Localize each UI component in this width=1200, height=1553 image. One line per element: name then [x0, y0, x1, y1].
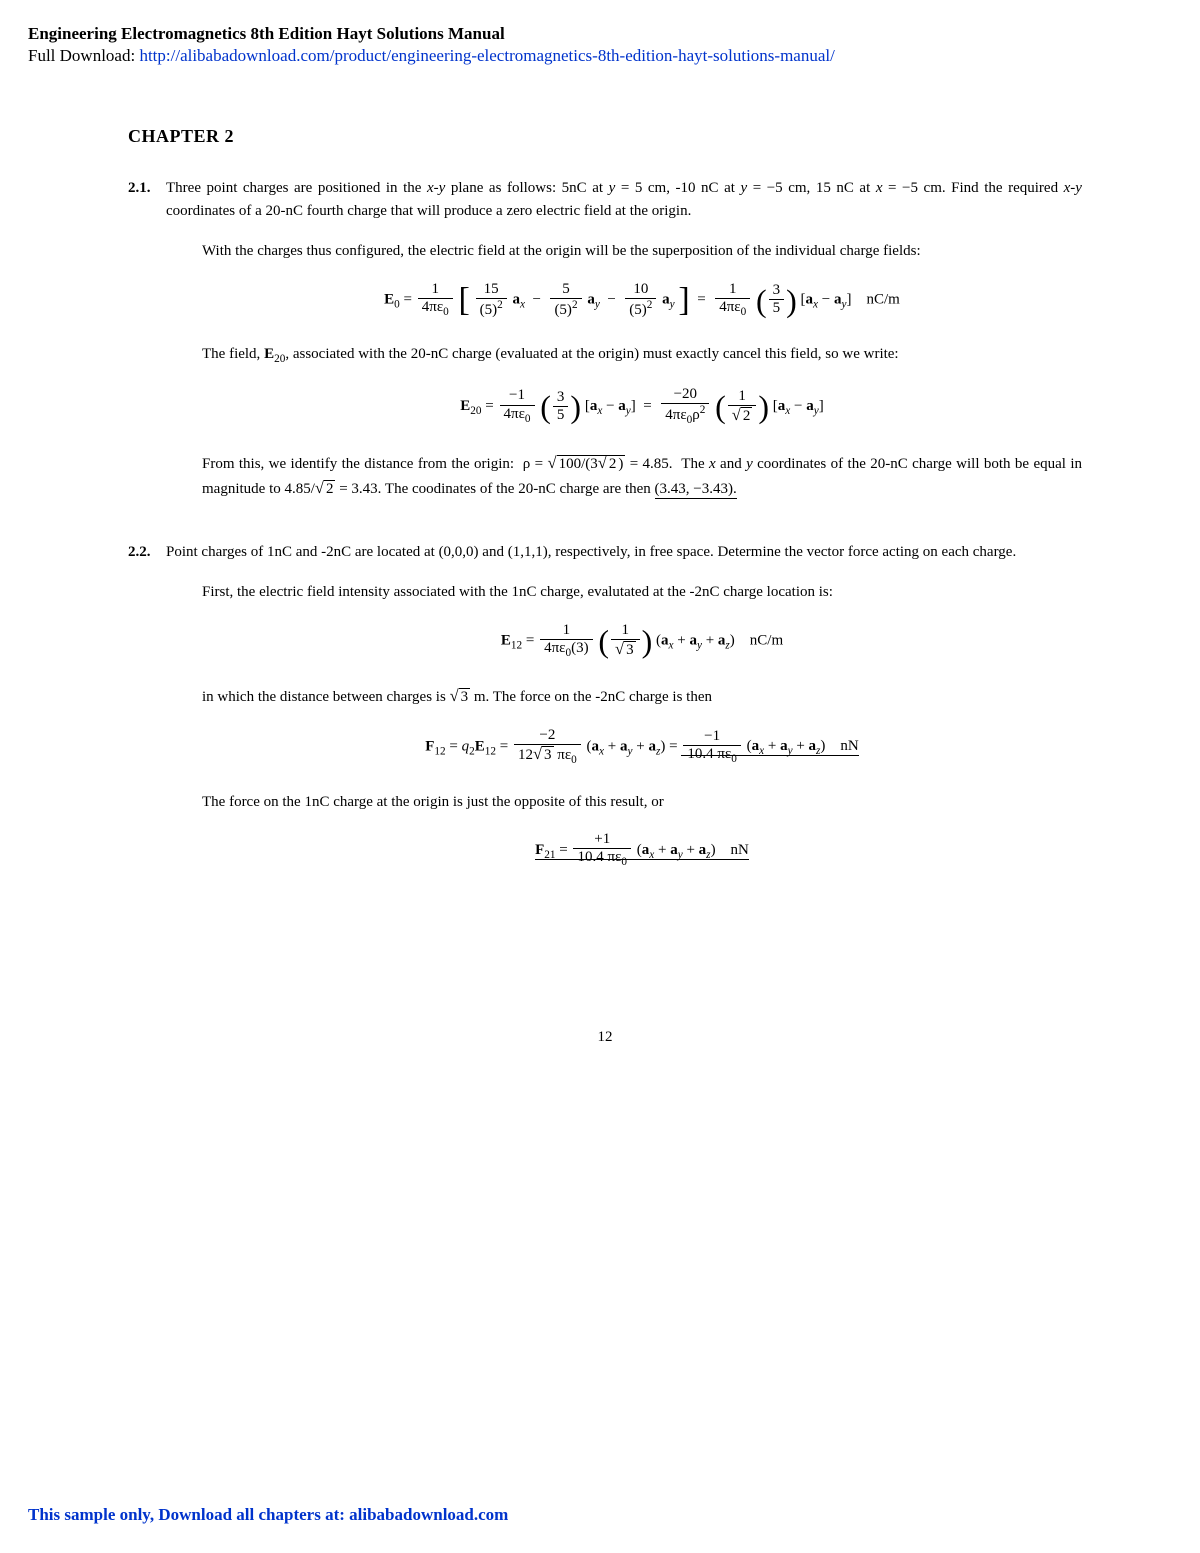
answer-2-1: (3.43, −3.43). [655, 481, 737, 499]
problem-statement: Three point charges are positioned in th… [166, 177, 1082, 222]
equation-F12: F12 = q2E12 = −212√3 πε0 (ax + ay + az) … [202, 727, 1082, 767]
doc-title: Engineering Electromagnetics 8th Edition… [28, 24, 1172, 44]
content-area: CHAPTER 2 2.1. Three point charges are p… [28, 126, 1172, 1046]
sol-2-1-p1: With the charges thus configured, the el… [202, 240, 1082, 263]
footer-note[interactable]: This sample only, Download all chapters … [28, 1505, 508, 1525]
problem-2-2: 2.2. Point charges of 1nC and -2nC are l… [128, 541, 1082, 870]
download-line: Full Download: http://alibabadownload.co… [28, 46, 1172, 66]
sol-2-2-p3: The force on the 1nC charge at the origi… [202, 791, 1082, 814]
problem-2-1: 2.1. Three point charges are positioned … [128, 177, 1082, 501]
solution-2-1: With the charges thus configured, the el… [202, 240, 1082, 501]
page-number: 12 [128, 1029, 1082, 1046]
equation-E20: E20 = −14πε0 (35) [ax − ay] = −204πε0ρ2 … [202, 386, 1082, 427]
equation-E12: E12 = 14πε0(3) (1√3) (ax + ay + az) nC/m [202, 622, 1082, 660]
sol-2-1-p2: The field, E20, associated with the 20-n… [202, 343, 1082, 368]
sol-2-2-p1: First, the electric field intensity asso… [202, 581, 1082, 604]
download-link[interactable]: http://alibabadownload.com/product/engin… [139, 46, 834, 65]
problem-statement: Point charges of 1nC and -2nC are locate… [166, 541, 1082, 564]
equation-E0: E0 = 14πε0 [ 15(5)2 ax − 5(5)2 ay − 10(5… [202, 281, 1082, 320]
page: Engineering Electromagnetics 8th Edition… [0, 0, 1200, 1553]
sol-2-2-p2: in which the distance between charges is… [202, 684, 1082, 709]
problem-number: 2.2. [128, 541, 166, 564]
download-prefix: Full Download: [28, 46, 139, 65]
solution-2-2: First, the electric field intensity asso… [202, 581, 1082, 869]
sol-2-1-p3: From this, we identify the distance from… [202, 451, 1082, 501]
chapter-title: CHAPTER 2 [128, 126, 1082, 147]
equation-F21: F21 = +110.4 πε0 (ax + ay + az) nN [202, 831, 1082, 869]
problem-number: 2.1. [128, 177, 166, 222]
